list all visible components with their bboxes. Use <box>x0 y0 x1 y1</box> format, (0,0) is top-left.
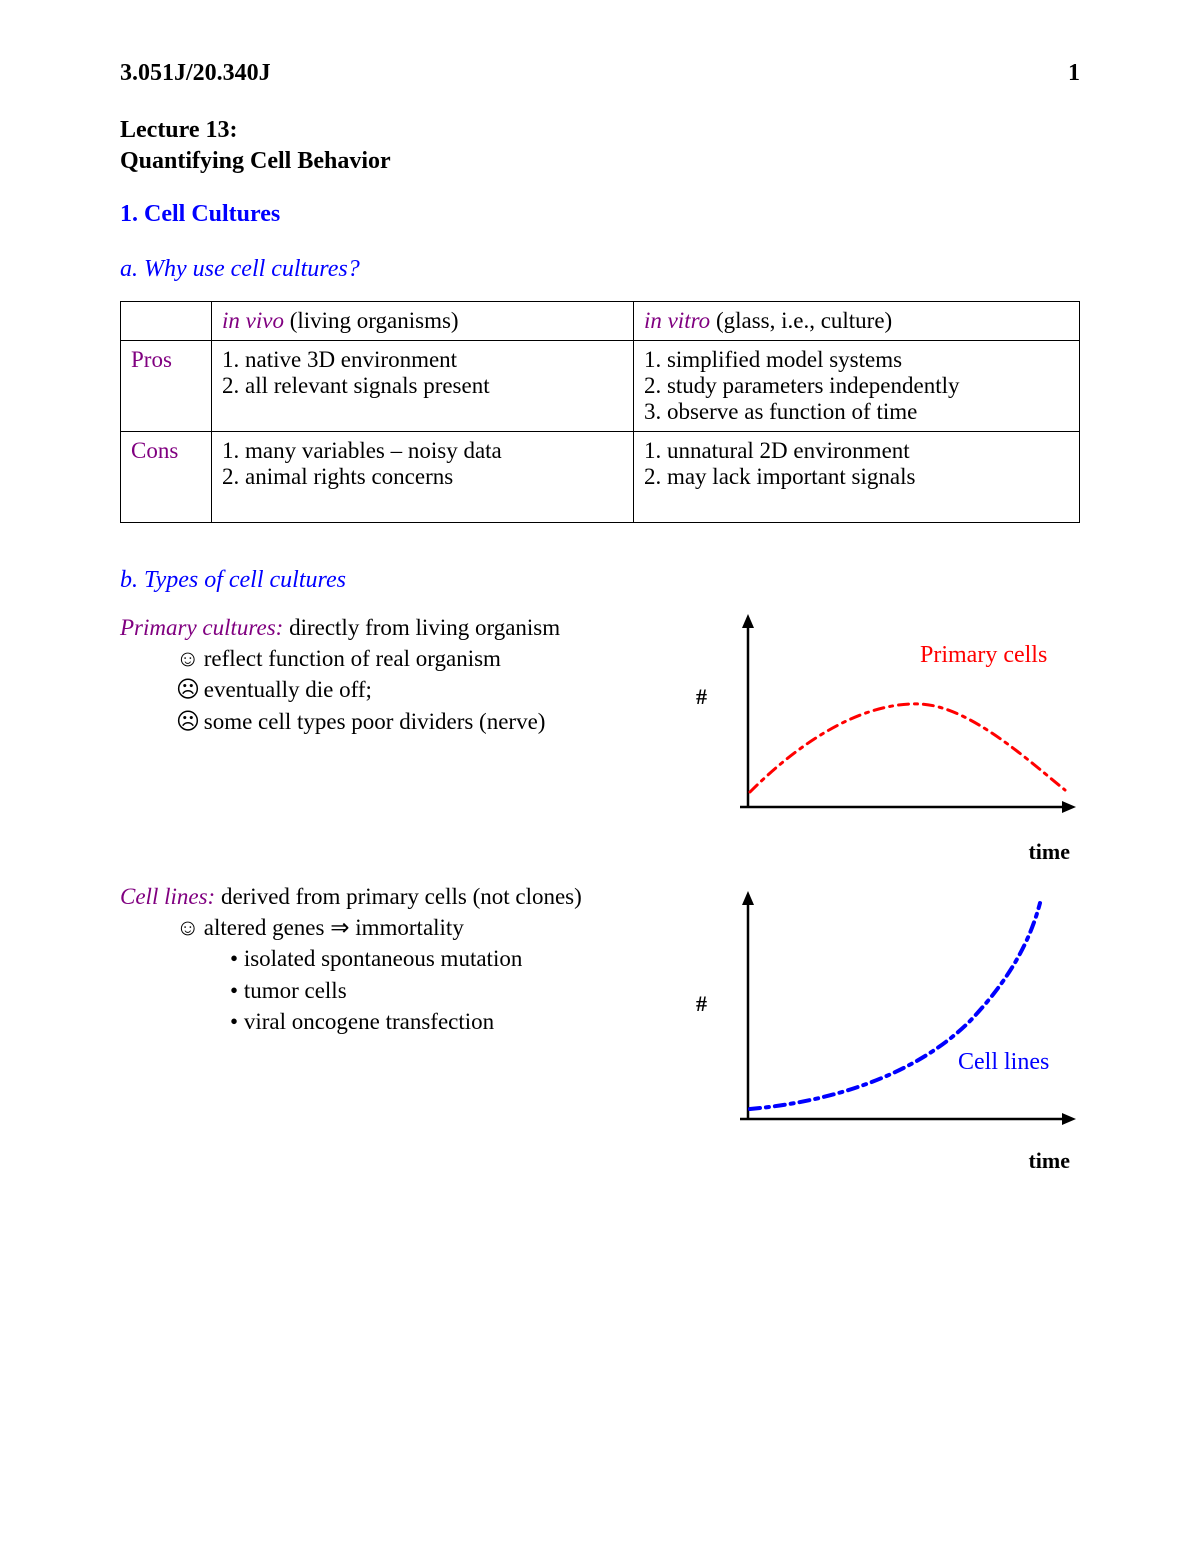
cell-lines-chart-svg: Cell lines <box>720 891 1080 1141</box>
table-header-vivo: in vivo (living organisms) <box>212 302 634 341</box>
pros-vitro-cell: 1. simplified model systems 2. study par… <box>633 341 1079 432</box>
primary-body: directly from living organism <box>283 615 560 640</box>
table-header-vitro: in vitro (glass, i.e., culture) <box>633 302 1079 341</box>
sub-heading-b: b. Types of cell cultures <box>120 567 1080 594</box>
table-cell-text: 2. all relevant signals present <box>222 373 623 399</box>
y-axis-label: # <box>696 684 707 710</box>
course-code: 3.051J/20.340J <box>120 60 271 87</box>
cell-lines-chart-label: Cell lines <box>958 1049 1049 1075</box>
primary-point: eventually die off; <box>204 677 372 702</box>
table-row: Cons 1. many variables – noisy data 2. a… <box>121 432 1080 523</box>
primary-curve <box>750 704 1065 792</box>
in-vitro-term: in vitro <box>644 308 710 333</box>
cell-lines-text: Cell lines: derived from primary cells (… <box>120 881 710 1036</box>
smile-icon: ☺ <box>176 643 198 674</box>
table-cell-text: 3. observe as function of time <box>644 399 1069 425</box>
table-cell-text: 2. animal rights concerns <box>222 464 623 490</box>
comparison-table: in vivo (living organisms) in vitro (gla… <box>120 301 1080 523</box>
cell-lines-bullet: tumor cells <box>244 978 347 1003</box>
bullet-icon: • <box>230 978 238 1003</box>
smile-icon: ☺ <box>176 912 198 943</box>
cons-vitro-cell: 1. unnatural 2D environment 2. may lack … <box>633 432 1079 523</box>
cell-lines-curve <box>750 903 1040 1109</box>
lecture-title: Lecture 13: Quantifying Cell Behavior <box>120 115 1080 177</box>
cell-lines-point-pre: altered genes <box>204 915 330 940</box>
page: 3.051J/20.340J 1 Lecture 13: Quantifying… <box>0 0 1200 1553</box>
primary-cultures-block: Primary cultures: directly from living o… <box>120 612 1080 865</box>
primary-chart-label: Primary cells <box>920 642 1047 668</box>
lecture-name: Quantifying Cell Behavior <box>120 146 1080 177</box>
x-axis-label: time <box>720 839 1080 865</box>
sub-heading-a: a. Why use cell cultures? <box>120 256 1080 283</box>
table-cell-text: 1. simplified model systems <box>644 347 1069 373</box>
frown-icon: ☹ <box>176 674 198 705</box>
table-row: in vivo (living organisms) in vitro (gla… <box>121 302 1080 341</box>
primary-chart: # Primary cells time <box>720 612 1080 865</box>
y-axis-label: # <box>696 991 707 1017</box>
cell-lines-point-post: immortality <box>349 915 463 940</box>
primary-point: reflect function of real organism <box>204 646 501 671</box>
primary-label: Primary cultures: <box>120 615 283 640</box>
arrow-icon: ⇒ <box>330 915 349 940</box>
cell-lines-bullet: viral oncogene transfection <box>244 1009 494 1034</box>
primary-text: Primary cultures: directly from living o… <box>120 612 710 736</box>
section-heading: 1. Cell Cultures <box>120 201 1080 228</box>
table-cell-text: 2. study parameters independently <box>644 373 1069 399</box>
primary-chart-svg: Primary cells <box>720 612 1080 832</box>
bullet-icon: • <box>230 946 238 971</box>
in-vivo-term: in vivo <box>222 308 284 333</box>
in-vivo-desc: (living organisms) <box>284 308 459 333</box>
x-axis-label: time <box>720 1148 1080 1174</box>
primary-point: some cell types poor dividers (nerve) <box>204 709 546 734</box>
lecture-label: Lecture 13: <box>120 115 1080 146</box>
cell-lines-block: Cell lines: derived from primary cells (… <box>120 881 1080 1174</box>
in-vitro-desc: (glass, i.e., culture) <box>710 308 892 333</box>
row-label-cons: Cons <box>121 432 212 523</box>
cell-lines-body: derived from primary cells (not clones) <box>215 884 582 909</box>
cell-lines-label: Cell lines: <box>120 884 215 909</box>
row-label-pros: Pros <box>121 341 212 432</box>
table-cell-text: 1. native 3D environment <box>222 347 623 373</box>
page-header: 3.051J/20.340J 1 <box>120 60 1080 87</box>
table-row: Pros 1. native 3D environment 2. all rel… <box>121 341 1080 432</box>
table-cell-text: 1. unnatural 2D environment <box>644 438 1069 464</box>
cell-lines-chart: # Cell lines time <box>720 891 1080 1174</box>
pros-vivo-cell: 1. native 3D environment 2. all relevant… <box>212 341 634 432</box>
table-cell-blank <box>121 302 212 341</box>
page-number: 1 <box>1068 60 1080 87</box>
cell-lines-bullet: isolated spontaneous mutation <box>244 946 523 971</box>
bullet-icon: • <box>230 1009 238 1034</box>
table-cell-text: 2. may lack important signals <box>644 464 1069 490</box>
cons-vivo-cell: 1. many variables – noisy data 2. animal… <box>212 432 634 523</box>
frown-icon: ☹ <box>176 706 198 737</box>
table-cell-text: 1. many variables – noisy data <box>222 438 623 464</box>
